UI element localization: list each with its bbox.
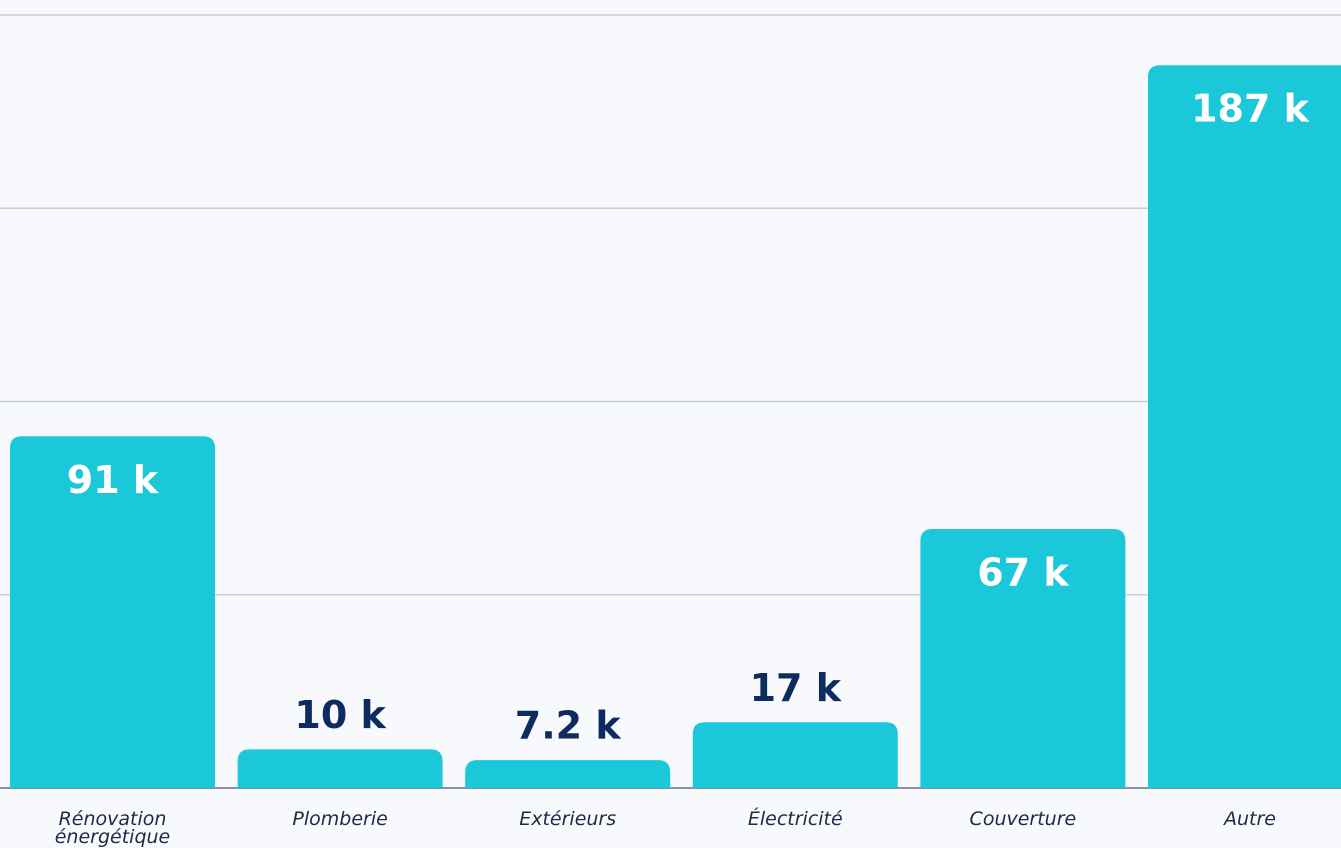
value-label: 187 k [1191, 87, 1310, 131]
bar [237, 749, 443, 788]
value-label: 67 k [977, 551, 1069, 595]
x-tick-label: Électricité [747, 808, 843, 830]
bar [920, 529, 1126, 788]
x-tick-label: Rénovation énergétique [54, 808, 171, 848]
value-label: 10 k [294, 693, 386, 737]
bar [692, 722, 898, 788]
x-tick-label: Couverture [969, 808, 1077, 830]
bar [10, 436, 215, 788]
value-label: 91 k [67, 458, 159, 502]
x-tick-label: Plomberie [292, 808, 388, 830]
bar [465, 760, 671, 788]
x-tick-label: Extérieurs [519, 808, 617, 830]
x-tick-label: Autre [1224, 808, 1276, 830]
bar [1148, 65, 1341, 788]
value-label: 7.2 k [515, 704, 622, 748]
value-label: 17 k [750, 666, 842, 710]
